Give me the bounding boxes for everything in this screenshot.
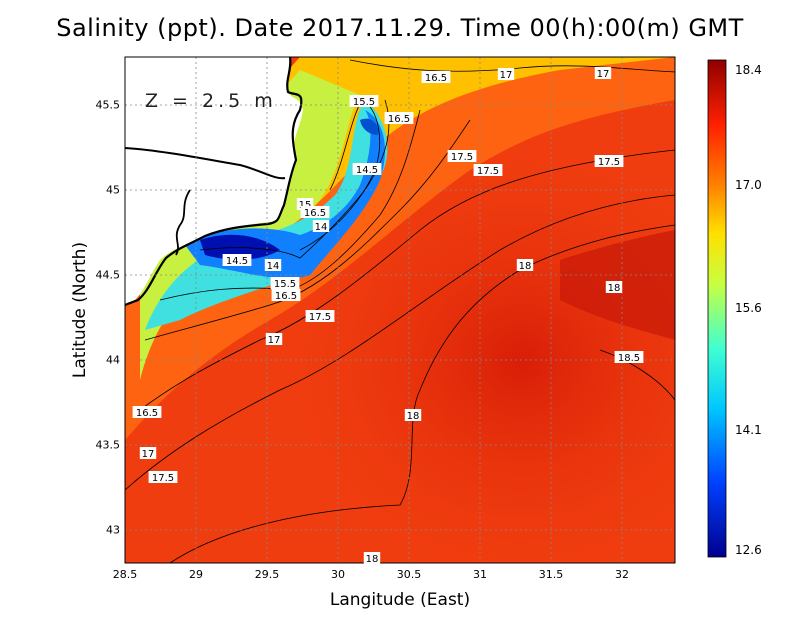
contour-label-bg — [312, 220, 330, 232]
contour-label-bg — [594, 155, 624, 167]
contour-label: 17 — [142, 449, 155, 460]
x-tick-label: 30.5 — [396, 568, 422, 581]
contour-label: 18 — [366, 554, 379, 565]
contour-label-bg — [349, 95, 379, 107]
contour-label: 17 — [597, 69, 610, 80]
contour-label: 16.5 — [136, 408, 158, 419]
x-tick-label: 31.5 — [538, 568, 564, 581]
contour-label-bg — [265, 333, 283, 345]
depth-label: Z = 2.5 m — [145, 90, 277, 112]
y-tick-label: 43.5 — [95, 438, 121, 452]
map-title: Salinity (ppt). Date 2017.11.29. Time 00… — [56, 14, 744, 42]
contour-label-bg — [352, 163, 382, 175]
contour-label: 18.5 — [618, 353, 640, 364]
contour-label-layer: 16.5 17 1715.516.517.517.517.514.51516.514… — [132, 67, 644, 565]
contour-label-bg — [300, 206, 330, 218]
contour-label-bg — [222, 254, 252, 266]
contour-label: 16.5 — [425, 73, 447, 84]
contour-label: 14 — [267, 261, 280, 272]
x-tick-label: 31 — [473, 568, 487, 581]
inlet-shore — [175, 189, 191, 256]
salinity-field — [125, 57, 675, 563]
contour-label: 18 — [608, 283, 621, 294]
x-tick-label: 28.5 — [112, 568, 138, 581]
contour-label: 17.5 — [477, 166, 499, 177]
grid-lines — [125, 57, 675, 563]
land-area — [125, 57, 303, 305]
contour-label: 16.5 — [275, 291, 297, 302]
contour-label-bg — [132, 406, 162, 418]
liman-shore — [124, 147, 286, 180]
contour-label: 18 — [407, 411, 420, 422]
y-tick-label: 45 — [106, 183, 120, 197]
y-tick-label: 44 — [106, 353, 120, 367]
x-tick-label: 29 — [189, 568, 203, 581]
contour-label-bg — [421, 71, 451, 83]
coastline — [124, 56, 303, 307]
contour-label: 17.5 — [152, 473, 174, 484]
contour-label-bg — [404, 409, 422, 421]
contour-label: 14.5 — [226, 256, 248, 267]
colorbar — [707, 59, 727, 558]
x-tick-label: 29.5 — [254, 568, 280, 581]
contour-label-bg — [305, 310, 335, 322]
contour-label-bg — [264, 259, 282, 271]
contour-label-bg — [384, 112, 414, 124]
colorbar-tick-label: 18.4 — [735, 63, 762, 77]
contour-label-bg — [497, 68, 515, 80]
contour-label: 17.5 — [451, 152, 473, 163]
contour-label: 15 — [299, 200, 312, 211]
sea-blue-spot — [360, 118, 379, 135]
contour-label-bg — [516, 259, 534, 271]
contour-label-bg — [594, 67, 612, 79]
contour-label: 15.5 — [274, 279, 296, 290]
contour-label-bg — [139, 447, 157, 459]
contour-lines — [124, 59, 676, 564]
y-tick-label: 44.5 — [95, 268, 121, 282]
colorbar-tick-label: 14.1 — [735, 423, 762, 437]
contour-label: 17.5 — [598, 157, 620, 168]
x-axis-label: Langitude (East) — [329, 590, 471, 610]
contour-label: 16.5 — [388, 114, 410, 125]
contour-label: 14.5 — [356, 165, 378, 176]
y-tick-label: 43 — [106, 523, 120, 537]
contour-label: 17.5 — [309, 312, 331, 323]
contour-label: 15.5 — [353, 97, 375, 108]
contour-label-bg — [614, 351, 644, 363]
plot-frame — [124, 56, 676, 564]
contour-label-bg — [270, 277, 300, 289]
contour-label-bg — [605, 281, 623, 293]
x-tick-label: 32 — [615, 568, 629, 581]
colorbar-tick-label: 15.6 — [735, 301, 762, 315]
contour-label-bg — [473, 164, 503, 176]
contour-label: 16.5 — [304, 208, 326, 219]
contour-label-bg — [271, 289, 301, 301]
colorbar-tick-label: 12.6 — [735, 543, 762, 557]
sea-cyan-band — [145, 100, 388, 330]
contour-label-bg — [148, 471, 178, 483]
y-tick-label: 45.5 — [95, 98, 121, 112]
y-axis-label: Latitude (North) — [70, 241, 90, 379]
contour-label: 18 — [519, 261, 532, 272]
colorbar-tick-label: 17.0 — [735, 178, 762, 192]
x-tick-label: 30 — [331, 568, 345, 581]
contour-label: 17 — [500, 70, 513, 81]
contour-label: 17 — [268, 335, 281, 346]
contour-label: 14 — [315, 222, 328, 233]
contour-label-bg — [447, 150, 477, 162]
contour-label-bg — [363, 552, 381, 564]
